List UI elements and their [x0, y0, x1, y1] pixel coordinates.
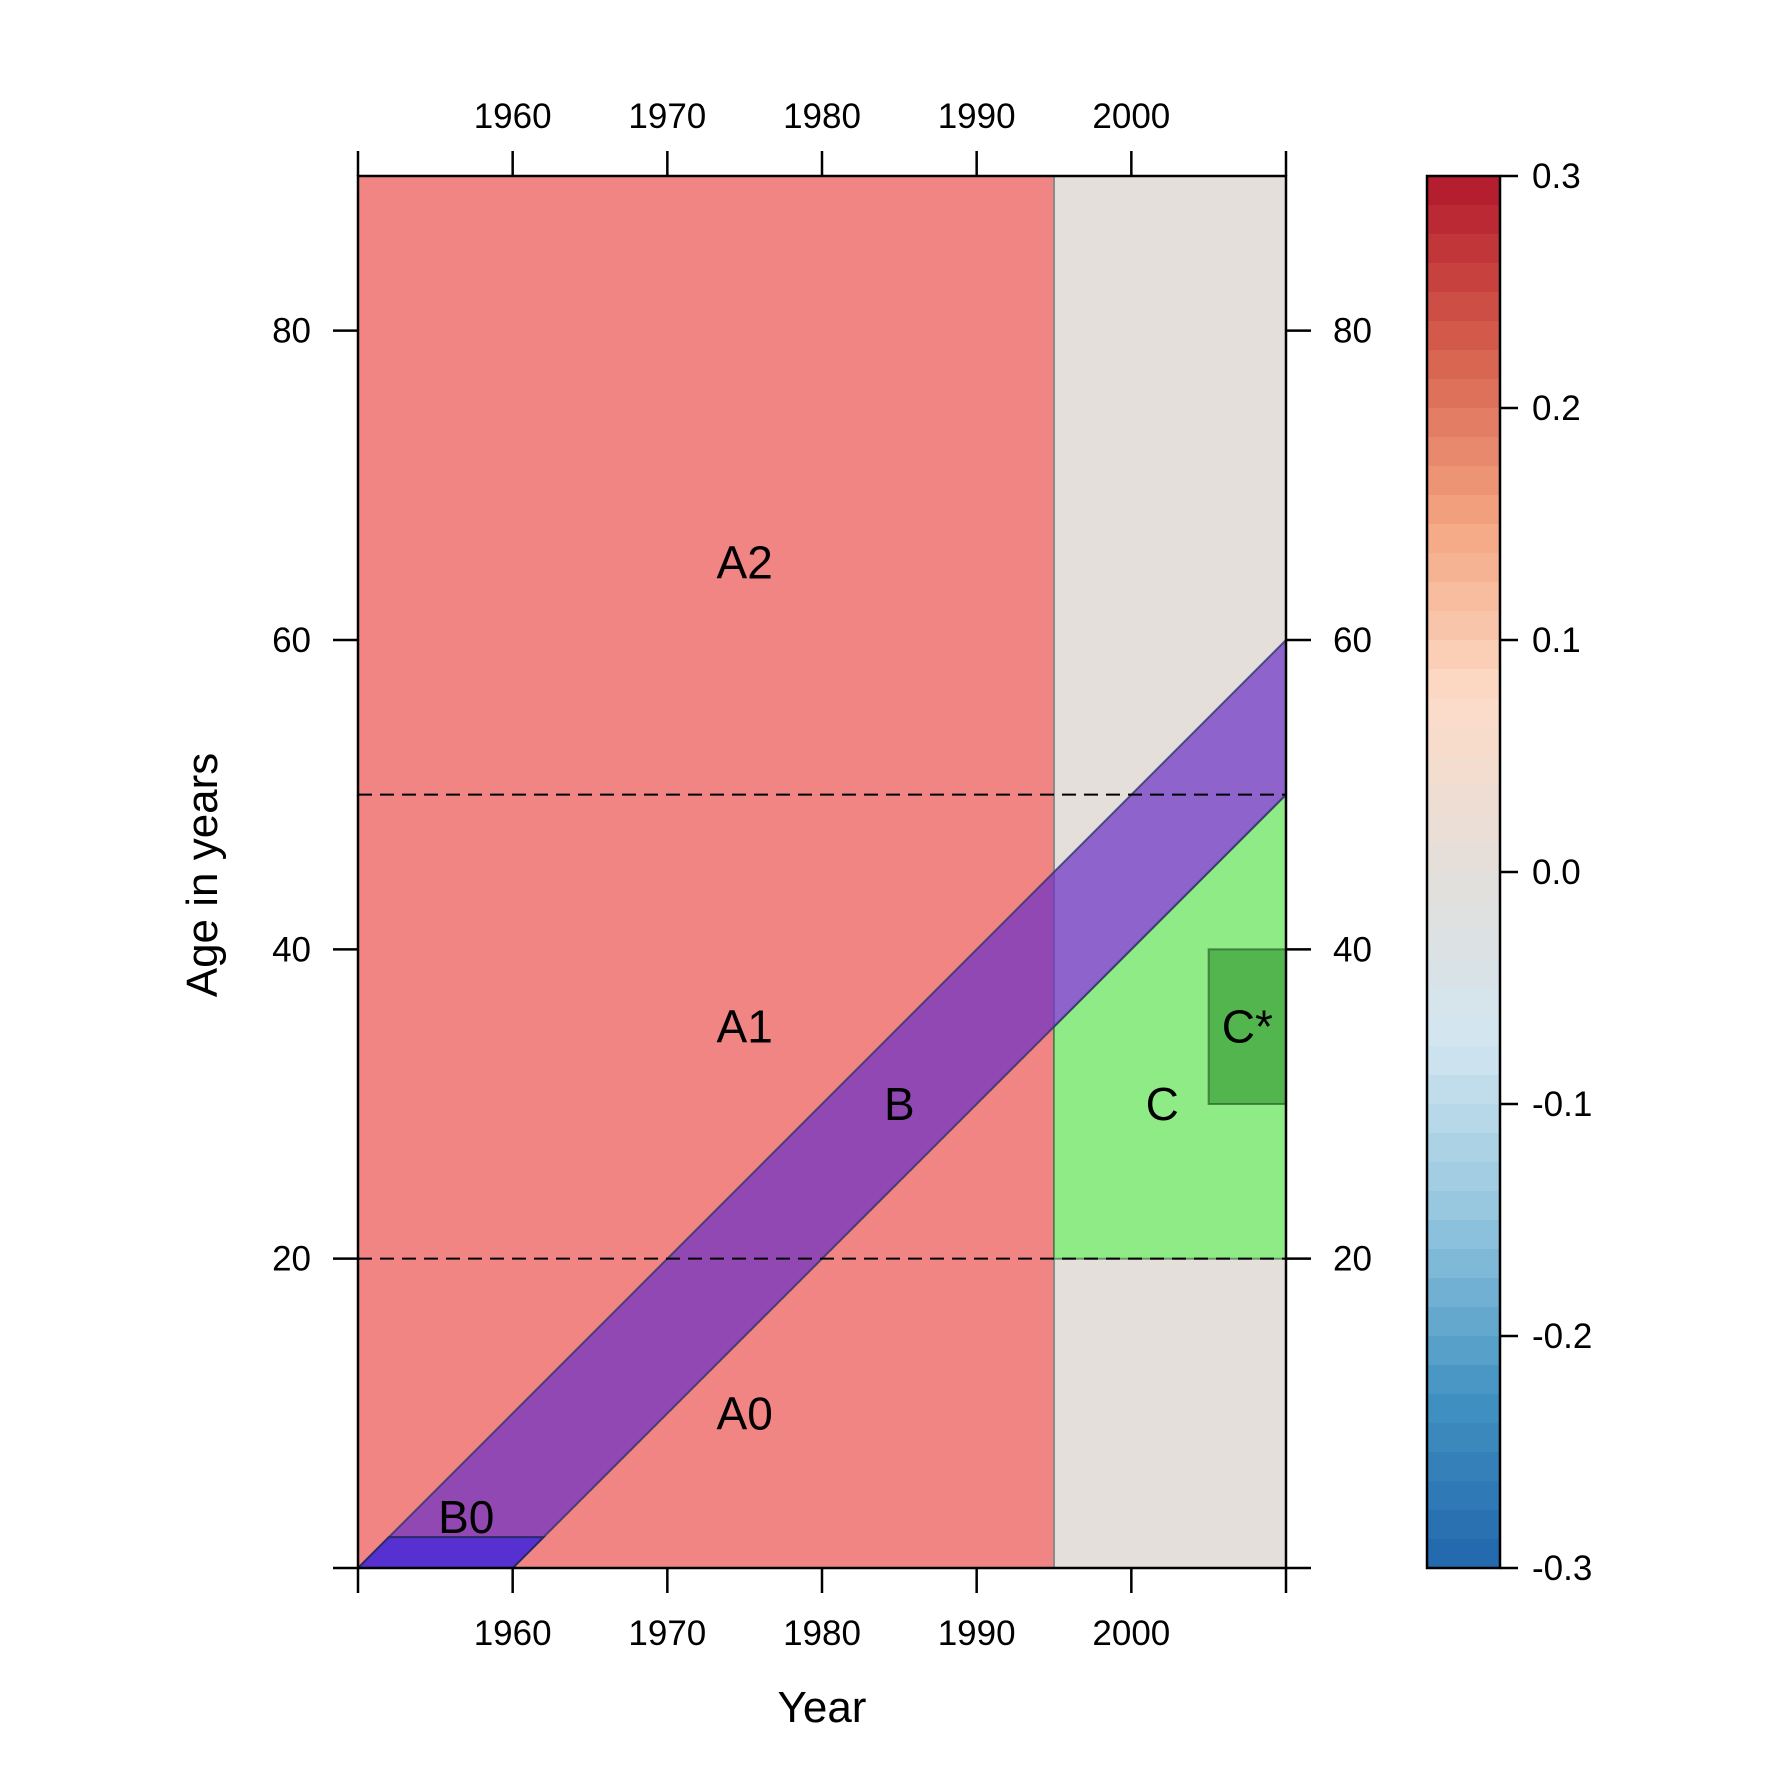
colorkey-swatch	[1427, 930, 1500, 960]
region-label-b: B	[884, 1078, 915, 1130]
colorkey-swatch	[1427, 379, 1500, 409]
y-tick-label-left: 40	[272, 930, 311, 969]
y-tick-label-right: 80	[1333, 312, 1372, 351]
plot-area	[355, 175, 1287, 1569]
colorkey-swatch	[1427, 669, 1500, 699]
colorkey-swatch	[1427, 756, 1500, 786]
colorkey-swatch	[1427, 785, 1500, 815]
colorkey-swatch	[1427, 263, 1500, 293]
colorkey-swatch	[1427, 901, 1500, 931]
colorkey-swatch	[1427, 1162, 1500, 1192]
x-tick-label-bottom: 1960	[474, 1614, 552, 1653]
colorkey-swatch	[1427, 988, 1500, 1018]
colorkey-swatch	[1427, 292, 1500, 322]
colorkey-swatch	[1427, 495, 1500, 525]
colorkey-swatch	[1427, 1220, 1500, 1250]
colorkey-tick-label: -0.1	[1532, 1085, 1592, 1124]
x-tick-label-top: 1980	[783, 97, 861, 136]
colorkey-swatch	[1427, 1017, 1500, 1047]
colorkey-swatch	[1427, 408, 1500, 438]
y-axis-title: Age in years	[178, 753, 227, 998]
x-tick-label-bottom: 1970	[628, 1614, 706, 1653]
colorkey-swatch	[1427, 959, 1500, 989]
colorkey-swatch	[1427, 1104, 1500, 1134]
colorkey-swatch	[1427, 1510, 1500, 1540]
y-tick-label-right: 20	[1333, 1240, 1372, 1279]
colorkey-tick-label: -0.2	[1532, 1317, 1592, 1356]
y-tick-label-left: 60	[272, 621, 311, 660]
region-label-b0: B0	[438, 1491, 494, 1543]
x-tick-label-top: 1990	[938, 97, 1016, 136]
colorkey-swatch	[1427, 553, 1500, 583]
x-tick-label-bottom: 1990	[938, 1614, 1016, 1653]
colorkey-swatch	[1427, 698, 1500, 728]
colorkey-swatch	[1427, 611, 1500, 641]
colorkey-swatch	[1427, 350, 1500, 380]
y-tick-label-right: 40	[1333, 930, 1372, 969]
colorkey-swatch	[1427, 1423, 1500, 1453]
colorkey-tick-label: 0.3	[1532, 157, 1581, 196]
x-tick-label-top: 1970	[628, 97, 706, 136]
x-axis-title: Year	[778, 1683, 867, 1732]
axes: 1960 1960 1970 1970 1980 1980 1990 1990 2000 2000…	[272, 97, 1372, 1653]
region-label-a1: A1	[717, 1001, 773, 1053]
colorkey-swatch	[1427, 1336, 1500, 1366]
colorkey-swatch	[1427, 814, 1500, 844]
region-label-c: C	[1146, 1078, 1179, 1130]
region-label-a2: A2	[717, 537, 773, 589]
colorkey-swatch	[1427, 1278, 1500, 1308]
colorkey-swatch	[1427, 1191, 1500, 1221]
colorkey-swatch	[1427, 1394, 1500, 1424]
x-tick-label-top: 2000	[1092, 97, 1170, 136]
region-labels: A2 A1 A0 B B0 C C*	[438, 537, 1273, 1543]
region-label-c-star: C*	[1222, 1001, 1273, 1053]
x-tick-label-bottom: 1980	[783, 1614, 861, 1653]
y-tick-label-left: 20	[272, 1240, 311, 1279]
colorkey-swatch	[1427, 466, 1500, 496]
region-c-star	[1207, 948, 1287, 1105]
colorkey-swatch	[1427, 1307, 1500, 1337]
colorkey: 0.3 0.2 0.1 0.0 -0.1 -0.2 -0.3	[1425, 157, 1592, 1588]
colorkey-tick-label: 0.2	[1532, 389, 1581, 428]
colorkey-swatch	[1427, 1452, 1500, 1482]
colorkey-swatch	[1427, 176, 1500, 206]
colorkey-swatch	[1427, 727, 1500, 757]
colorkey-swatch	[1427, 524, 1500, 554]
x-tick-label-top: 1960	[474, 97, 552, 136]
colorkey-swatch	[1427, 1075, 1500, 1105]
colorkey-swatch	[1427, 1249, 1500, 1279]
colorkey-swatch	[1427, 437, 1500, 467]
colorkey-tick-label: 0.1	[1532, 621, 1581, 660]
colorkey-tick-label: -0.3	[1532, 1549, 1592, 1588]
colorkey-swatch	[1427, 640, 1500, 670]
colorkey-swatch	[1427, 321, 1500, 351]
colorkey-swatch	[1427, 872, 1500, 902]
y-tick-label-left: 80	[272, 312, 311, 351]
x-tick-label-bottom: 2000	[1092, 1614, 1170, 1653]
y-tick-label-right: 60	[1333, 621, 1372, 660]
colorkey-tick-label: 0.0	[1532, 853, 1581, 892]
region-label-a0: A0	[717, 1387, 773, 1439]
colorkey-swatch	[1427, 843, 1500, 873]
colorkey-swatch	[1427, 1365, 1500, 1395]
colorkey-swatch	[1427, 1481, 1500, 1511]
colorkey-swatch	[1427, 582, 1500, 612]
colorkey-swatch	[1427, 1539, 1500, 1569]
colorkey-swatch	[1427, 234, 1500, 264]
colorkey-swatch	[1427, 205, 1500, 235]
colorkey-swatch	[1427, 1133, 1500, 1163]
colorkey-swatch	[1427, 1046, 1500, 1076]
